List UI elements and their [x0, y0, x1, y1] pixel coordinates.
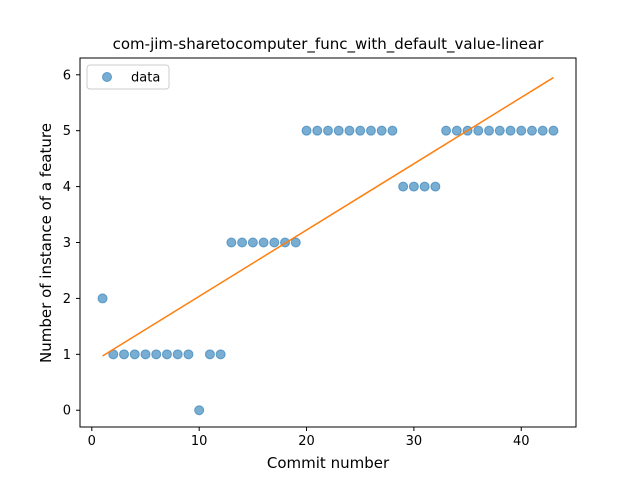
data-point: [408, 181, 419, 192]
data-point: [258, 237, 269, 248]
plot-area: [97, 76, 559, 416]
data-point: [526, 125, 537, 136]
y-tick-label: 3: [63, 236, 71, 251]
data-point: [237, 237, 248, 248]
data-point: [365, 125, 376, 136]
x-tick-label: 0: [88, 434, 96, 449]
data-point: [204, 349, 215, 360]
data-point: [516, 125, 527, 136]
data-point: [419, 181, 430, 192]
data-point: [183, 349, 194, 360]
data-point: [451, 125, 462, 136]
data-point: [387, 125, 398, 136]
data-point: [441, 125, 452, 136]
data-point: [548, 125, 559, 136]
legend: data: [86, 64, 170, 90]
data-point: [312, 125, 323, 136]
data-point: [269, 237, 280, 248]
x-axis-label: Commit number: [267, 454, 390, 472]
data-point: [172, 349, 183, 360]
data-point: [505, 125, 516, 136]
data-point: [247, 237, 258, 248]
x-tick-label: 30: [406, 434, 423, 449]
data-point: [161, 349, 172, 360]
y-tick-label: 2: [63, 292, 71, 307]
chart-title: com-jim-sharetocomputer_func_with_defaul…: [113, 35, 545, 54]
y-tick-label: 4: [63, 180, 71, 195]
data-point: [129, 349, 140, 360]
data-point: [473, 125, 484, 136]
legend-label-data: data: [131, 71, 160, 86]
legend-frame: [86, 64, 170, 90]
data-point: [333, 125, 344, 136]
data-point: [494, 125, 505, 136]
legend-marker-data: [102, 72, 112, 82]
data-point: [119, 349, 130, 360]
data-point: [194, 405, 205, 416]
y-tick-label: 0: [63, 404, 71, 419]
data-point: [140, 349, 151, 360]
data-point: [344, 125, 355, 136]
data-point: [151, 349, 162, 360]
y-tick-label: 1: [63, 348, 71, 363]
y-axis: 0 1 2 3 4 5 6: [63, 68, 80, 419]
data-point: [355, 125, 366, 136]
data-point: [290, 237, 301, 248]
data-point: [484, 125, 495, 136]
data-point: [398, 181, 409, 192]
x-tick-label: 20: [298, 434, 315, 449]
y-axis-label: Number of instance of a feature: [37, 123, 55, 363]
y-tick-label: 6: [63, 68, 71, 83]
fit-line: [102, 76, 554, 357]
x-tick-label: 10: [191, 434, 208, 449]
data-point: [97, 293, 108, 304]
data-point: [376, 125, 387, 136]
y-tick-label: 5: [63, 124, 71, 139]
x-axis: 0 10 20 30 40: [88, 427, 530, 449]
data-point: [301, 125, 312, 136]
data-point: [226, 237, 237, 248]
data-point: [430, 181, 441, 192]
x-tick-label: 40: [513, 434, 530, 449]
data-point: [215, 349, 226, 360]
data-point: [537, 125, 548, 136]
data-point: [323, 125, 333, 136]
